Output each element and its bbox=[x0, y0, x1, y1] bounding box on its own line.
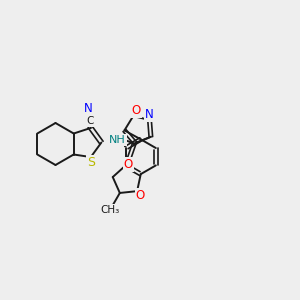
Text: O: O bbox=[132, 104, 141, 118]
Text: CH₃: CH₃ bbox=[100, 205, 120, 215]
Text: C: C bbox=[86, 116, 94, 126]
Text: S: S bbox=[87, 156, 95, 169]
Text: O: O bbox=[124, 158, 133, 171]
Text: NH: NH bbox=[109, 135, 126, 145]
Text: O: O bbox=[136, 189, 145, 203]
Text: N: N bbox=[145, 108, 154, 122]
Text: N: N bbox=[83, 102, 92, 115]
